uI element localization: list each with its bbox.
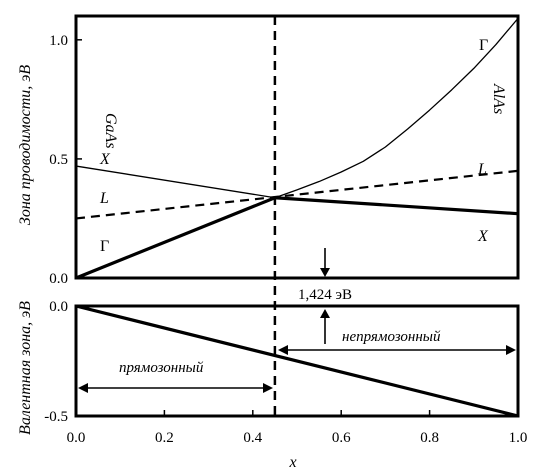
gamma-start-label: Γ [100, 238, 109, 255]
gap-arrowhead-up [320, 309, 330, 318]
indirect-label: непрямозонный [342, 329, 441, 345]
l-start-label: L [99, 190, 109, 207]
lower-ytick-label: 0.0 [49, 299, 68, 315]
upper-series-2 [75, 165, 276, 199]
l-end-label: L [477, 161, 487, 178]
xtick-label: 0.4 [243, 430, 262, 446]
upper-series-4 [75, 169, 519, 220]
indirect-arrowhead-right [506, 345, 516, 355]
ticks-group: 0.0 0.5 1.0 0.0 -0.5 0.0 0.2 0.4 0.6 0.8 1.0 [44, 33, 527, 446]
lower-y-axis-title: Валентная зона, эВ [17, 301, 34, 435]
xtick-label: 0.8 [420, 430, 439, 446]
x-start-label: X [99, 151, 111, 168]
direct-arrowhead-left [78, 383, 88, 393]
lower-series-0 [75, 304, 519, 418]
lower-series-group [75, 304, 519, 418]
upper-series-1 [274, 17, 519, 199]
xtick-label: 0.2 [155, 430, 174, 446]
direct-label: прямозонный [119, 360, 204, 376]
gaas-label: GaAs [102, 113, 119, 149]
alas-label: AlAs [490, 83, 507, 114]
xtick-label: 0.0 [67, 430, 86, 446]
lower-ytick-label: -0.5 [44, 409, 68, 425]
gamma-end-label: Γ [479, 37, 488, 54]
lower-panel-frame [74, 304, 520, 418]
upper-y-axis-title: Зона проводимости, эВ [17, 65, 34, 225]
indirect-arrowhead-left [278, 345, 288, 355]
x-end-label: X [477, 228, 489, 245]
upper-ytick-label: 0.0 [49, 271, 68, 287]
upper-panel-frame [74, 14, 520, 280]
gap-energy-label: 1,424 эВ [298, 287, 352, 303]
x-axis-title: x [288, 454, 296, 471]
xtick-label: 1.0 [509, 430, 528, 446]
upper-series-group [75, 17, 519, 280]
direct-arrowhead-right [263, 383, 273, 393]
upper-ytick-label: 1.0 [49, 33, 68, 49]
gap-arrowhead-down [320, 268, 330, 277]
upper-ytick-label: 0.5 [49, 152, 68, 168]
xtick-label: 0.6 [332, 430, 351, 446]
upper-series-3 [274, 196, 519, 216]
upper-series-0 [75, 196, 276, 280]
